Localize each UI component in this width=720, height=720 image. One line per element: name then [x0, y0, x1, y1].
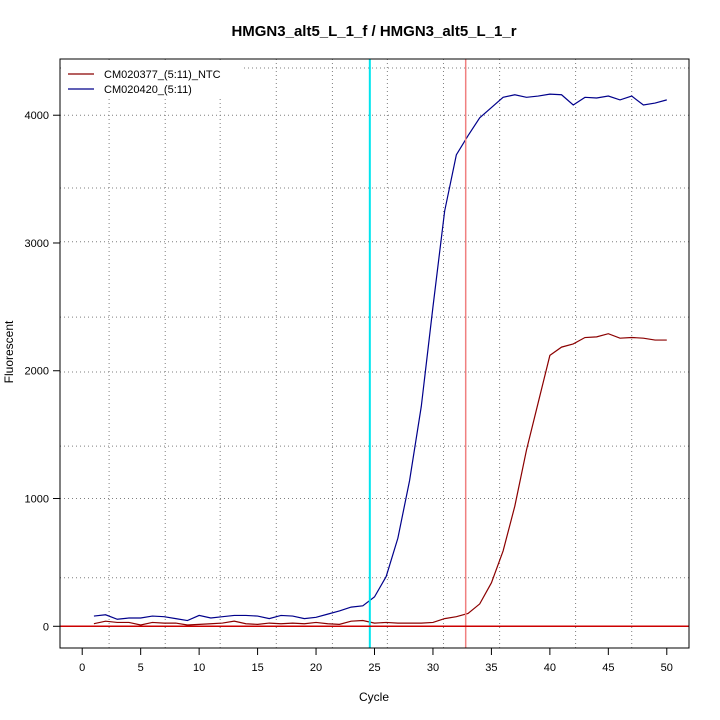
legend: CM020377_(5:11)_NTC CM020420_(5:11)	[61, 60, 243, 98]
series-1	[93, 333, 667, 626]
x-tick-label: 5	[138, 662, 144, 674]
y-tick-label: 3000	[25, 238, 49, 250]
y-tick-label: 2000	[25, 366, 49, 378]
x-axis: 0 5 10 15 20 25 30 35 40 45 50	[79, 648, 673, 674]
y-tick-label: 1000	[25, 494, 49, 506]
legend-item: CM020377_(5:11)_NTC	[68, 69, 221, 81]
x-tick-label: 30	[427, 662, 439, 674]
x-tick-label: 25	[368, 662, 380, 674]
legend-box	[61, 60, 243, 98]
x-tick-label: 15	[251, 662, 263, 674]
series-line	[93, 333, 667, 626]
x-tick-label: 40	[544, 662, 556, 674]
x-tick-label: 0	[79, 662, 85, 674]
y-tick-label: 0	[43, 621, 49, 633]
y-tick-label: 4000	[25, 110, 49, 122]
x-axis-label: Cycle	[359, 690, 389, 704]
y-axis: 0 1000 2000 3000 4000	[25, 110, 60, 633]
series-2	[93, 93, 667, 622]
x-tick-label: 45	[602, 662, 614, 674]
chart-title: HMGN3_alt5_L_1_f / HMGN3_alt5_L_1_r	[231, 23, 516, 40]
legend-label: CM020420_(5:11)	[104, 84, 192, 96]
legend-item: CM020420_(5:11)	[68, 84, 192, 96]
x-tick-label: 20	[310, 662, 322, 674]
reference-lines	[60, 59, 689, 648]
x-tick-label: 50	[661, 662, 673, 674]
x-tick-label: 10	[193, 662, 205, 674]
legend-label: CM020377_(5:11)_NTC	[104, 69, 221, 81]
series-line	[93, 93, 667, 622]
y-axis-label: Fluorescent	[2, 320, 16, 383]
series-group	[93, 93, 667, 626]
x-tick-label: 35	[485, 662, 497, 674]
